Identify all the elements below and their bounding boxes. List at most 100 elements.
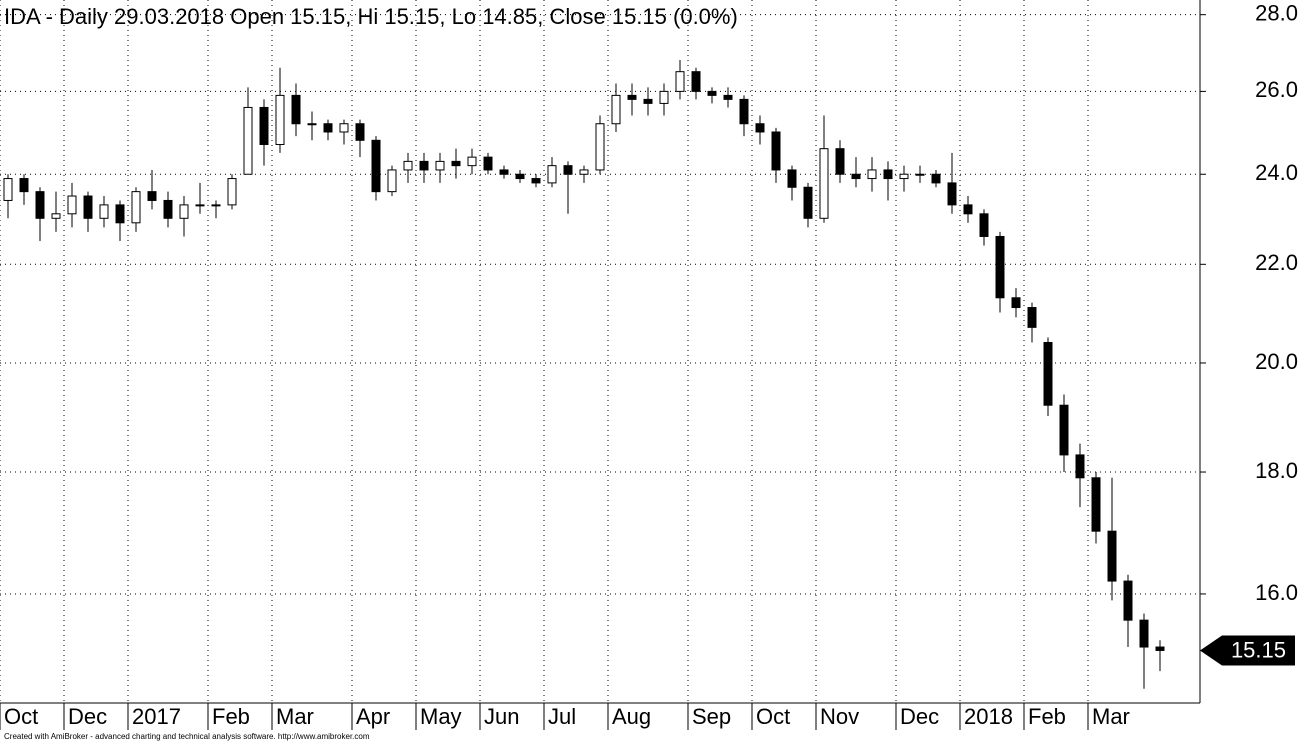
candle-body <box>211 204 221 207</box>
x-tick-label: Dec <box>900 704 939 729</box>
candle-body <box>371 139 381 193</box>
candle-body <box>595 123 605 171</box>
candle-body <box>995 235 1005 299</box>
candle-body <box>803 186 813 219</box>
candle-body <box>3 178 13 201</box>
candle-body <box>307 123 317 126</box>
x-tick-label: Oct <box>4 704 38 729</box>
candle-body <box>675 71 685 92</box>
candle-body <box>979 213 989 237</box>
candle-body <box>691 71 701 92</box>
candle-body <box>915 173 925 176</box>
candle-body <box>1027 307 1037 328</box>
candle-body <box>19 178 29 193</box>
candle-body <box>1043 341 1053 406</box>
candle-body <box>435 160 445 171</box>
candle-body <box>499 169 509 175</box>
candle-body <box>35 191 45 219</box>
candle-body <box>227 178 237 206</box>
x-tick-label: Feb <box>1028 704 1066 729</box>
chart-title: IDA - Daily 29.03.2018 Open 15.15, Hi 15… <box>4 4 738 29</box>
candle-body <box>1107 530 1117 582</box>
candle-body <box>723 94 733 100</box>
candle-body <box>291 94 301 125</box>
candle-body <box>51 213 61 219</box>
candle-body <box>467 156 477 167</box>
candle-body <box>563 165 573 175</box>
candle-body <box>1139 619 1149 648</box>
y-tick-label: 26.0 <box>1255 77 1298 102</box>
candle-body <box>419 160 429 171</box>
candle-body <box>867 169 877 180</box>
footer: Created with AmiBroker - advanced charti… <box>4 732 370 741</box>
x-tick-label: Jun <box>484 704 519 729</box>
candle-body <box>83 195 93 219</box>
candle-body <box>611 94 621 125</box>
candle-body <box>131 191 141 224</box>
candle-body <box>99 204 109 219</box>
candle-body <box>1075 454 1085 479</box>
x-tick-label: 2017 <box>132 704 181 729</box>
candle-body <box>387 169 397 193</box>
x-tick-label: Mar <box>276 704 314 729</box>
candle-body <box>403 160 413 171</box>
candle-body <box>339 123 349 133</box>
x-tick-label: Dec <box>68 704 107 729</box>
candle-body <box>451 160 461 167</box>
x-tick-label: Jul <box>548 704 576 729</box>
candle-body <box>819 148 829 219</box>
candle-body <box>659 90 669 104</box>
candle-body <box>483 156 493 171</box>
candle-body <box>259 106 269 145</box>
x-tick-label: Oct <box>756 704 790 729</box>
candle-body <box>963 204 973 215</box>
candle-body <box>147 191 157 201</box>
candle-body <box>243 106 253 175</box>
candle-body <box>739 98 749 125</box>
x-tick-label: Sep <box>692 704 731 729</box>
candle-body <box>163 199 173 219</box>
candle-body <box>627 94 637 100</box>
candle-body <box>787 169 797 188</box>
candle-body <box>1123 580 1133 621</box>
candle-body <box>1155 646 1165 651</box>
candle-body <box>1011 297 1021 309</box>
candle-body <box>195 204 205 207</box>
candle-body <box>67 195 77 215</box>
y-tick-label: 16.0 <box>1255 580 1298 605</box>
candle-body <box>931 173 941 184</box>
candle-body <box>323 123 333 133</box>
candle-body <box>835 148 845 175</box>
candle-body <box>515 173 525 180</box>
candle-body <box>771 131 781 171</box>
candle-body <box>707 90 717 96</box>
candle-body <box>579 169 589 175</box>
candle-body <box>115 204 125 224</box>
y-tick-label: 20.0 <box>1255 349 1298 374</box>
last-price-marker <box>1200 635 1295 666</box>
x-tick-label: Feb <box>212 704 250 729</box>
candle-body <box>643 98 653 104</box>
candle-body <box>1059 404 1069 456</box>
x-tick-label: Nov <box>820 704 859 729</box>
x-tick-label: Apr <box>356 704 390 729</box>
candle-body <box>547 165 557 184</box>
candle-body <box>899 173 909 180</box>
x-tick-label: Aug <box>612 704 651 729</box>
candle-body <box>1091 477 1101 532</box>
x-tick-label: 2018 <box>964 704 1013 729</box>
candle-body <box>851 173 861 180</box>
candle-body <box>883 169 893 180</box>
candle-body <box>947 182 957 206</box>
candle-body <box>275 94 285 145</box>
candle-body <box>755 123 765 133</box>
y-tick-label: 24.0 <box>1255 160 1298 185</box>
y-tick-label: 28.0 <box>1255 0 1298 25</box>
last-price-label: 15.15 <box>1231 637 1286 662</box>
y-tick-label: 18.0 <box>1255 458 1298 483</box>
x-tick-label: May <box>420 704 462 729</box>
candle-body <box>531 178 541 184</box>
candle-body <box>355 123 365 141</box>
